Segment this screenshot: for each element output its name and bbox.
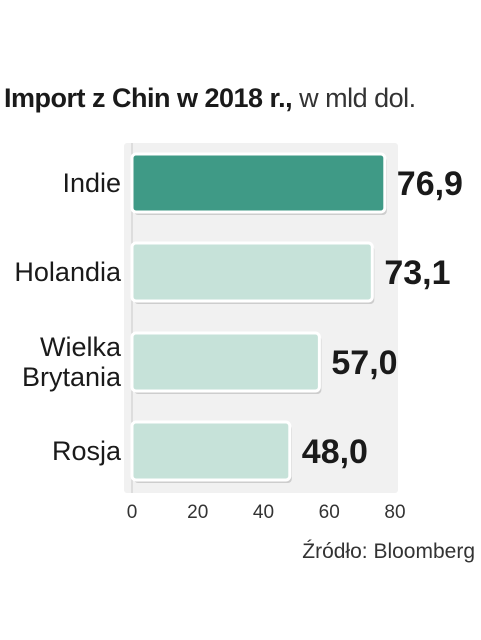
value-label: 48,0 — [302, 433, 368, 471]
category-label: Holandia — [14, 257, 122, 287]
category-label: Indie — [62, 168, 121, 198]
category-label: Brytania — [22, 362, 122, 392]
source-note: Źródło: Bloomberg — [302, 540, 475, 563]
bar-4 — [130, 420, 292, 482]
value-label: 57,0 — [331, 344, 397, 382]
value-label: 73,1 — [384, 254, 450, 292]
x-tick-label: 0 — [127, 502, 138, 523]
category-label: Rosja — [52, 436, 122, 466]
bar-2 — [130, 241, 374, 303]
category-label: Wielka — [40, 332, 122, 362]
title-unit: w mld dol. — [299, 83, 416, 113]
plot-background — [124, 143, 398, 493]
x-tick-label: 20 — [187, 502, 208, 523]
value-label: 76,9 — [397, 165, 463, 203]
bar-1 — [130, 152, 387, 214]
x-tick-label: 60 — [319, 502, 340, 523]
bar-3 — [130, 331, 321, 393]
chart-title: Import z Chin w 2018 r., w mld dol. — [4, 83, 416, 114]
title-main: Import z Chin w 2018 r., — [4, 83, 293, 113]
x-tick-label: 40 — [253, 502, 274, 523]
x-tick-label: 80 — [384, 502, 405, 523]
